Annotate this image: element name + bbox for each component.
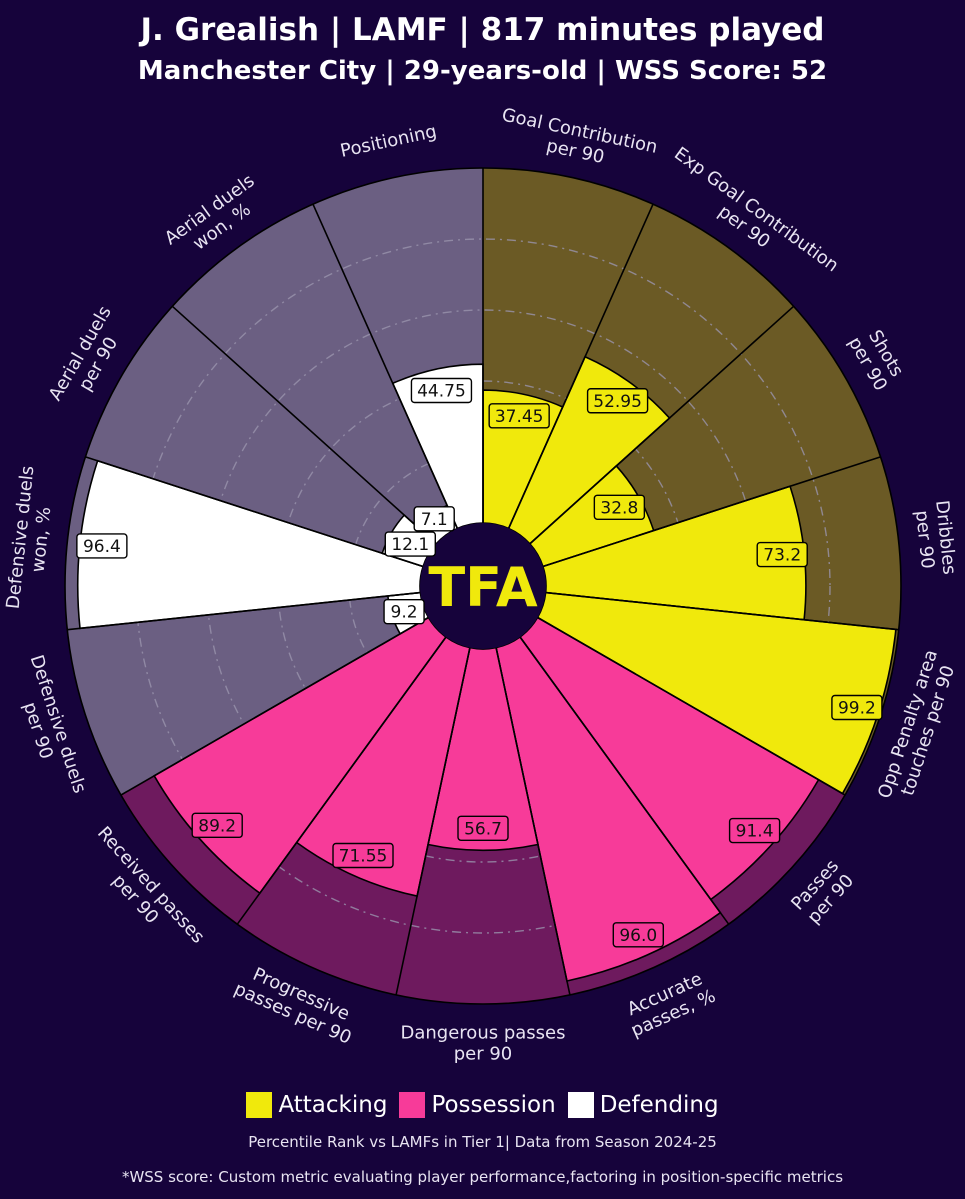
- sector-divider: [171, 305, 437, 545]
- value-label-box: [413, 506, 455, 532]
- metric-label-line: per 90: [454, 1044, 513, 1065]
- sector-divider: [529, 305, 795, 545]
- legend: Attacking Possession Defending: [0, 1092, 965, 1118]
- outer-ring: [64, 167, 902, 1005]
- value-label-box: [756, 541, 808, 568]
- value-label: 56.7: [464, 819, 502, 839]
- value-label-box: [191, 812, 243, 839]
- value-label-box: [728, 817, 781, 844]
- metric-label-line: Dangerous passes: [401, 1023, 566, 1044]
- sector-divider: [545, 591, 899, 631]
- sector-divider: [236, 636, 447, 925]
- sector-divider: [542, 456, 881, 568]
- legend-swatch-possession: [399, 1092, 426, 1118]
- value-label: 96.0: [619, 926, 657, 946]
- sector-divider: [85, 456, 424, 568]
- legend-label-defending: Defending: [599, 1092, 719, 1118]
- grid-ring: [135, 238, 831, 934]
- value-label-box: [612, 922, 664, 948]
- value-label-box: [384, 531, 436, 557]
- value-label: 37.45: [495, 407, 544, 427]
- value-label: 44.75: [417, 382, 466, 402]
- footnote-wss: *WSS score: Custom metric evaluating pla…: [121, 1168, 844, 1186]
- sector-divider: [67, 591, 421, 631]
- value-label: 52.95: [593, 392, 642, 412]
- value-label-box: [76, 533, 128, 559]
- legend-swatch-attacking: [246, 1092, 273, 1118]
- sector-divider: [507, 203, 654, 529]
- legend-label-attacking: Attacking: [278, 1092, 388, 1118]
- legend-item-attacking: Attacking: [246, 1092, 387, 1118]
- center-logo: TFA: [428, 556, 538, 619]
- chart-subtitle: Manchester City | 29-years-old | WSS Sco…: [137, 56, 828, 86]
- sector-divider: [519, 636, 730, 925]
- sector-divider: [312, 203, 459, 529]
- value-label: 32.8: [600, 498, 638, 518]
- center-disc: [420, 523, 546, 649]
- value-label: 7.1: [421, 510, 448, 530]
- footnote-source: Percentile Rank vs LAMFs in Tier 1| Data…: [248, 1133, 717, 1151]
- sector-divider: [395, 647, 471, 996]
- value-label: 73.2: [763, 546, 801, 566]
- sector-bg: [67, 592, 429, 795]
- sector-bg: [85, 306, 437, 567]
- value-label-box: [586, 388, 649, 414]
- sector-divider: [537, 616, 846, 796]
- value-label: 99.2: [838, 698, 876, 718]
- value-label-box: [593, 494, 646, 520]
- legend-label-possession: Possession: [431, 1092, 556, 1118]
- value-label: 12.1: [391, 535, 429, 555]
- value-label-box: [410, 377, 473, 404]
- chart-title: J. Grealish | LAMF | 817 minutes played: [140, 12, 825, 48]
- value-label-box: [488, 403, 550, 429]
- value-label-box: [332, 842, 394, 869]
- value-label-box: [383, 598, 425, 625]
- legend-swatch-defending: [567, 1092, 594, 1118]
- legend-item-possession: Possession: [399, 1092, 556, 1118]
- value-label: 91.4: [736, 822, 774, 842]
- sector-divider: [495, 647, 571, 996]
- metric-label: Positioning: [338, 121, 438, 162]
- value-label: 9.2: [391, 603, 418, 623]
- sector-bg: [172, 204, 458, 544]
- metric-label-line: Positioning: [338, 121, 438, 162]
- value-label-box: [831, 694, 883, 721]
- value-label: 71.55: [339, 846, 388, 866]
- legend-item-defending: Defending: [567, 1092, 719, 1118]
- value-label-box: [457, 815, 509, 841]
- value-label: 89.2: [198, 816, 236, 836]
- sector-divider: [120, 616, 429, 796]
- value-label: 96.4: [83, 537, 121, 557]
